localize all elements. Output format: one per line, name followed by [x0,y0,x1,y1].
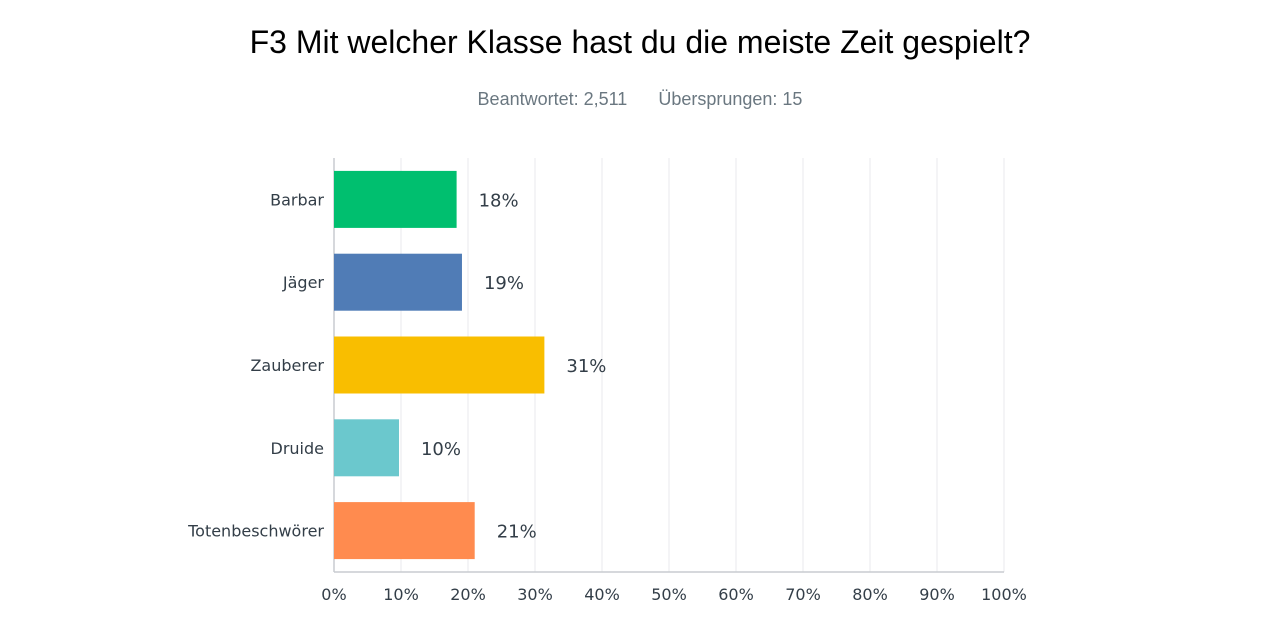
category-label: Zauberer [250,356,324,375]
data-label: 18% [479,190,519,211]
x-tick-label: 40% [584,585,620,604]
category-label: Barbar [270,190,324,209]
data-label: 10% [421,439,461,460]
data-label: 21% [497,522,537,543]
data-label: 19% [484,273,524,294]
x-tick-label: 10% [383,585,419,604]
category-label: Druide [271,439,324,458]
bar [334,253,462,311]
x-tick-label: 90% [919,585,955,604]
x-tick-label: 50% [651,585,687,604]
bar [334,170,457,228]
bar [334,419,399,477]
skipped-count: Übersprungen: 15 [658,89,803,109]
chart-title: F3 Mit welcher Klasse hast du die meiste… [249,24,1031,60]
data-label: 31% [566,356,606,377]
response-stats: Beantwortet: 2,511 Übersprungen: 15 [0,89,1280,110]
answered-count: Beantwortet: 2,511 [477,89,628,109]
category-label: Jäger [282,273,325,292]
category-label: Totenbeschwörer [187,522,324,541]
bar [334,502,475,560]
x-tick-label: 60% [718,585,754,604]
x-tick-label: 30% [517,585,553,604]
x-tick-label: 100% [981,585,1027,604]
x-tick-label: 80% [852,585,888,604]
x-tick-label: 0% [321,585,346,604]
bar [334,336,545,394]
x-tick-label: 20% [450,585,486,604]
x-tick-label: 70% [785,585,821,604]
